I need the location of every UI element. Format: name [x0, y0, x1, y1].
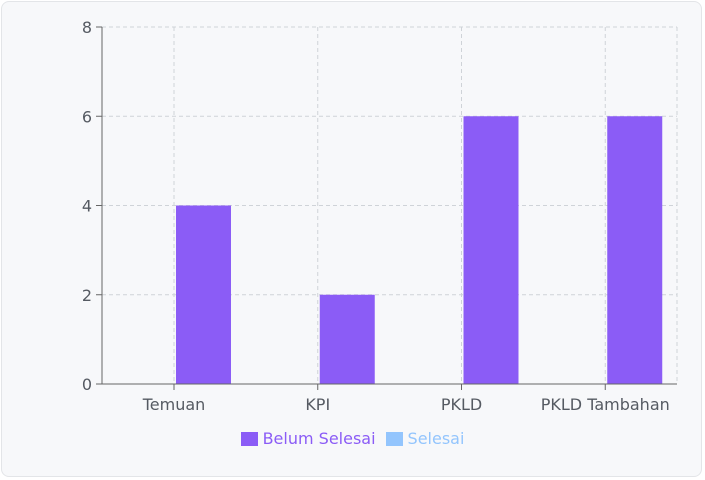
- y-tick-label: 2: [82, 286, 92, 305]
- x-tick-label: Temuan: [142, 395, 206, 414]
- y-tick-label: 6: [82, 107, 92, 126]
- y-tick-label: 4: [82, 197, 92, 216]
- x-tick-labels: Temuan KPI PKLD PKLD Tambahan: [142, 395, 670, 414]
- legend-label-selesai: Selesai: [407, 429, 465, 448]
- legend-swatch-belum-selesai: [240, 431, 258, 446]
- axes: [96, 26, 677, 390]
- bars: [176, 116, 663, 384]
- bar-belum-selesai-kpi: [319, 294, 375, 384]
- x-tick-label: KPI: [305, 395, 330, 414]
- legend-item-selesai[interactable]: Selesai: [385, 429, 465, 448]
- y-tick-label: 0: [82, 375, 92, 394]
- bar-belum-selesai-pkld: [463, 116, 519, 384]
- legend-label-belum-selesai: Belum Selesai: [262, 429, 376, 448]
- bar-belum-selesai-pkld-tambahan: [607, 116, 663, 384]
- legend-item-belum-selesai[interactable]: Belum Selesai: [240, 429, 376, 448]
- x-tick-label: PKLD Tambahan: [541, 395, 670, 414]
- x-tick-label: PKLD: [441, 395, 482, 414]
- legend-swatch-selesai: [385, 431, 403, 446]
- grid-lines: [102, 26, 678, 384]
- y-tick-label: 8: [82, 18, 92, 37]
- y-tick-labels: 0 2 4 6 8: [82, 18, 92, 394]
- legend: Belum Selesai Selesai: [0, 429, 705, 448]
- bar-belum-selesai-temuan: [176, 205, 231, 384]
